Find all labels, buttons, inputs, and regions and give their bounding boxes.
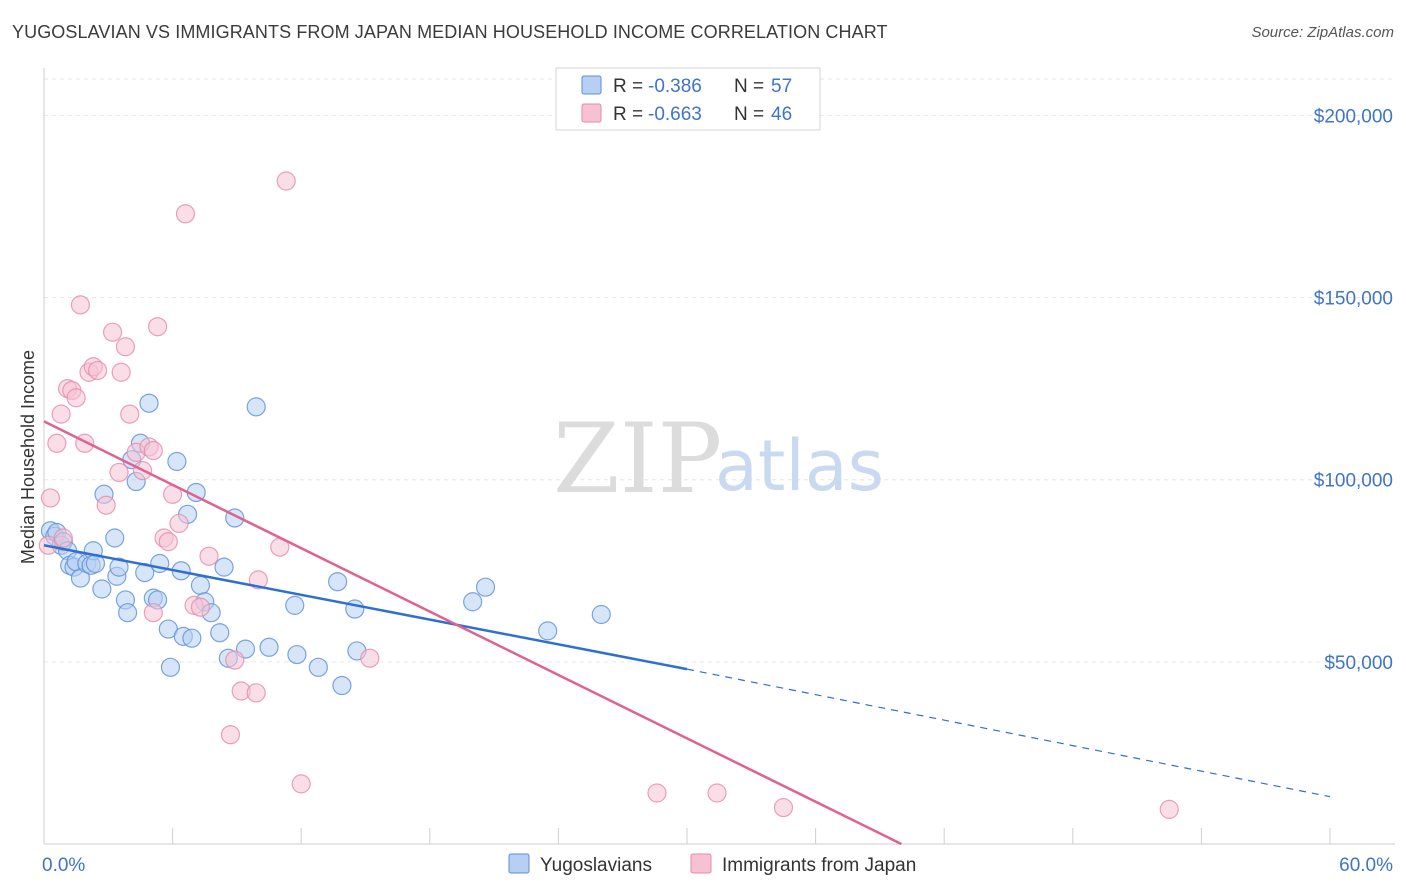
point-yugoslavians-25 (139, 393, 159, 413)
point-immigrants-from-japan-38 (276, 171, 296, 191)
x-tick-labels: 0.0% 60.0% (42, 855, 1393, 876)
point-yugoslavians-51 (332, 675, 352, 696)
point-yugoslavians-31 (167, 451, 187, 472)
point-immigrants-from-japan-15 (109, 462, 129, 483)
point-immigrants-from-japan-44 (1159, 799, 1179, 819)
point-yugoslavians-49 (308, 657, 328, 677)
y-tick-label-1: $100,000 (1314, 471, 1393, 492)
point-yugoslavians-54 (463, 592, 483, 612)
point-immigrants-from-japan-4 (53, 528, 73, 548)
point-immigrants-from-japan-32 (220, 725, 241, 745)
legend-r-label: R = (613, 104, 643, 125)
point-immigrants-from-japan-35 (246, 683, 266, 703)
point-immigrants-from-japan-22 (143, 440, 163, 461)
chart-title: YUGOSLAVIAN VS IMMIGRANTS FROM JAPAN MED… (12, 22, 888, 42)
point-immigrants-from-japan-2 (47, 433, 67, 453)
y-axis-label: Median Household Income (18, 350, 38, 564)
point-immigrants-from-japan-8 (70, 295, 91, 315)
legend-r-label: R = (613, 76, 643, 97)
point-immigrants-from-japan-43 (773, 797, 794, 818)
gridlines (44, 78, 1395, 663)
point-immigrants-from-japan-16 (111, 362, 131, 382)
series-immigrants-from-japan (38, 171, 1179, 819)
point-immigrants-from-japan-14 (102, 322, 123, 342)
point-yugoslavians-37 (190, 575, 211, 595)
legend-n-value-yugoslavians: 57 (771, 76, 792, 97)
point-yugoslavians-20 (117, 603, 138, 623)
point-immigrants-from-japan-13 (96, 495, 116, 515)
point-immigrants-from-japan-33 (225, 650, 245, 670)
point-yugoslavians-56 (538, 621, 558, 641)
point-yugoslavians-41 (214, 557, 234, 577)
point-yugoslavians-18 (109, 557, 129, 577)
y-tick-label-0: $50,000 (1324, 653, 1393, 674)
point-yugoslavians-46 (259, 637, 279, 657)
y-tick-labels: $50,000 $100,000 $150,000 $200,000 (1314, 106, 1393, 673)
point-immigrants-from-japan-3 (51, 404, 71, 424)
point-immigrants-from-japan-42 (707, 783, 727, 803)
point-yugoslavians-30 (160, 657, 181, 677)
source-label: Source: ZipAtlas.com (1251, 24, 1394, 41)
point-immigrants-from-japan-28 (175, 204, 196, 224)
x-tick-label-min: 0.0% (42, 855, 85, 876)
y-tick-label-3: $200,000 (1314, 106, 1393, 127)
bottom-legend-swatch-yugoslavians (508, 853, 530, 874)
watermark: ZIP atlas (553, 403, 884, 515)
axes (43, 68, 1395, 845)
point-yugoslavians-35 (182, 628, 202, 648)
y-tick-label-2: $150,000 (1314, 289, 1393, 310)
x-tick-label-max: 60.0% (1339, 855, 1393, 876)
point-immigrants-from-japan-7 (66, 388, 86, 408)
point-yugoslavians-48 (287, 644, 307, 665)
point-immigrants-from-japan-17 (115, 337, 136, 357)
point-yugoslavians-14 (92, 579, 112, 599)
legend-swatch-immigrants-from-japan (581, 103, 602, 123)
point-immigrants-from-japan-30 (190, 597, 211, 617)
point-yugoslavians-45 (246, 397, 266, 417)
point-immigrants-from-japan-31 (199, 546, 219, 566)
point-yugoslavians-55 (475, 577, 496, 597)
trendline-yugoslavians (43, 544, 688, 671)
point-immigrants-from-japan-1 (40, 488, 61, 508)
point-yugoslavians-40 (210, 623, 230, 643)
point-yugoslavians-47 (285, 595, 305, 615)
point-immigrants-from-japan-27 (169, 513, 189, 534)
legend-n-label: N = (734, 104, 764, 125)
legend-n-value-immigrants-from-japan: 46 (771, 104, 792, 125)
point-immigrants-from-japan-36 (248, 570, 268, 590)
point-immigrants-from-japan-41 (647, 783, 667, 803)
watermark-atlas: atlas (715, 425, 884, 507)
legend-r-value-immigrants-from-japan: -0.663 (648, 104, 702, 125)
point-immigrants-from-japan-12 (87, 360, 108, 381)
point-yugoslavians-16 (105, 528, 125, 548)
trendline-immigrants-from-japan (43, 420, 902, 846)
point-immigrants-from-japan-25 (158, 532, 178, 552)
bottom-legend-label-yugoslavians: Yugoslavians (540, 855, 652, 876)
watermark-zip: ZIP (553, 403, 722, 515)
legend-swatch-yugoslavians (581, 75, 602, 95)
trendline-yugoslavians-extension (686, 668, 1331, 798)
point-immigrants-from-japan-39 (291, 774, 311, 794)
point-yugoslavians-57 (591, 604, 611, 625)
bottom-legend-swatch-immigrants-from-japan (690, 853, 712, 874)
legend-r-value-yugoslavians: -0.386 (648, 76, 702, 97)
series-yugoslavians (40, 393, 611, 696)
bottom-legend: Yugoslavians Immigrants from Japan (508, 853, 916, 876)
point-yugoslavians-50 (328, 572, 348, 592)
point-immigrants-from-japan-18 (120, 404, 140, 424)
legend-n-label: N = (734, 76, 764, 97)
point-immigrants-from-japan-45 (143, 603, 163, 623)
point-immigrants-from-japan-23 (147, 317, 168, 337)
trendlines (43, 420, 1331, 846)
point-immigrants-from-japan-40 (360, 648, 380, 668)
bottom-legend-label-immigrants-from-japan: Immigrants from Japan (722, 855, 916, 876)
legend: R = -0.386 N = 57 R = -0.663 N = 46 (555, 67, 821, 131)
